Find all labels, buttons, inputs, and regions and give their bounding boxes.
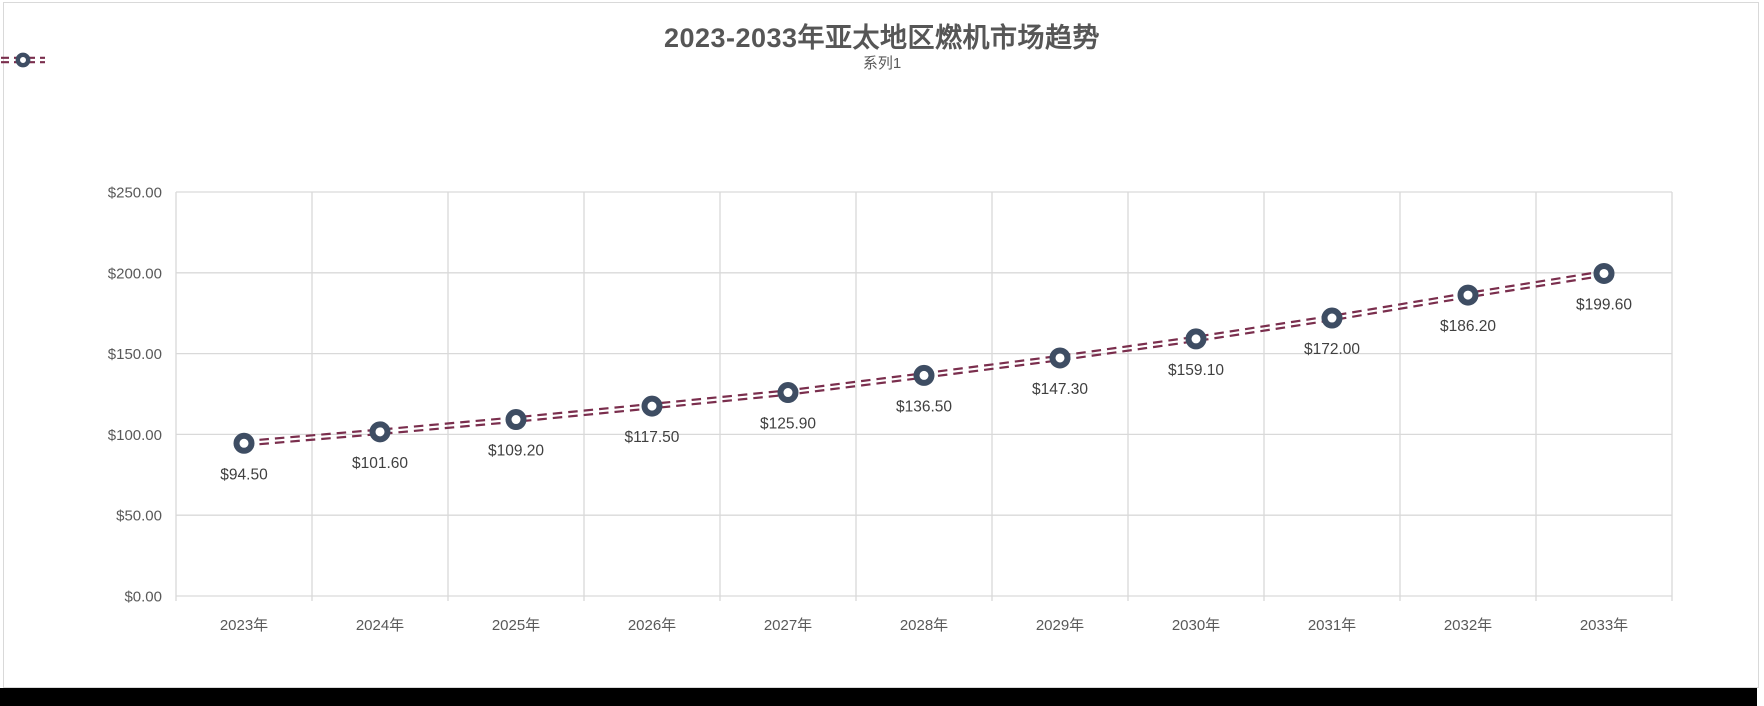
x-axis-category-label: 2033年 xyxy=(1580,617,1628,634)
x-axis-category-label: 2025年 xyxy=(492,617,540,634)
data-point-marker xyxy=(1593,262,1615,284)
x-axis-category-label: 2026年 xyxy=(628,617,676,634)
y-axis-tick-label: $100.00 xyxy=(108,427,162,444)
chart-title: 2023-2033年亚太地区燃机市场趋势 xyxy=(663,23,1101,53)
x-axis-category-label: 2029年 xyxy=(1036,617,1084,634)
data-point-label: $199.60 xyxy=(1576,296,1632,313)
x-axis-category-label: 2032年 xyxy=(1444,617,1492,634)
data-point-marker xyxy=(1321,307,1343,329)
data-point-label: $125.90 xyxy=(760,416,816,433)
y-axis-tick-label: $150.00 xyxy=(108,346,162,363)
data-point-label: $109.20 xyxy=(488,443,544,460)
data-point-marker xyxy=(505,409,527,431)
data-point-marker xyxy=(913,364,935,386)
x-axis-category-label: 2023年 xyxy=(220,617,268,634)
y-axis-tick-label: $50.00 xyxy=(116,508,162,525)
data-point-label: $136.50 xyxy=(896,398,952,415)
y-axis-tick-label: $0.00 xyxy=(124,589,162,606)
data-point-label: $147.30 xyxy=(1032,381,1088,398)
x-axis-category-label: 2027年 xyxy=(764,617,812,634)
legend-series-label: 系列1 xyxy=(862,55,902,72)
data-point-label: $172.00 xyxy=(1304,341,1360,358)
chart-canvas: 2023-2033年亚太地区燃机市场趋势 系列1 $0.00 $50.00 $100… xyxy=(0,2,1764,688)
data-point-label: $117.50 xyxy=(625,429,680,446)
data-point-marker xyxy=(641,395,663,417)
plot-area: $0.00 $50.00 $100.00 $150.00 $200.00 $250.00 2… xyxy=(108,185,1673,634)
legend-ring-marker-icon xyxy=(15,52,31,68)
legend: 系列1 xyxy=(0,52,1764,73)
data-point-marker xyxy=(1049,347,1071,369)
bottom-black-bar xyxy=(0,688,1757,706)
x-axis-category-label: 2028年 xyxy=(900,617,948,634)
x-axis-category-label: 2024年 xyxy=(356,617,404,634)
x-axis-category-label: 2031年 xyxy=(1308,617,1356,634)
data-point-marker xyxy=(369,421,391,443)
y-axis-tick-label: $250.00 xyxy=(108,185,162,202)
data-point-marker xyxy=(233,432,255,454)
data-point-label: $101.60 xyxy=(352,455,408,472)
data-point-label: $94.50 xyxy=(220,466,268,483)
x-axis-category-label: 2030年 xyxy=(1172,617,1220,634)
data-point-marker xyxy=(1457,284,1479,306)
data-point-label: $159.10 xyxy=(1168,362,1224,379)
data-point-marker xyxy=(777,382,799,404)
data-point-marker xyxy=(1185,328,1207,350)
y-axis-tick-label: $200.00 xyxy=(108,265,162,282)
data-point-label: $186.20 xyxy=(1440,318,1496,335)
legend-line-sample xyxy=(1,52,45,68)
